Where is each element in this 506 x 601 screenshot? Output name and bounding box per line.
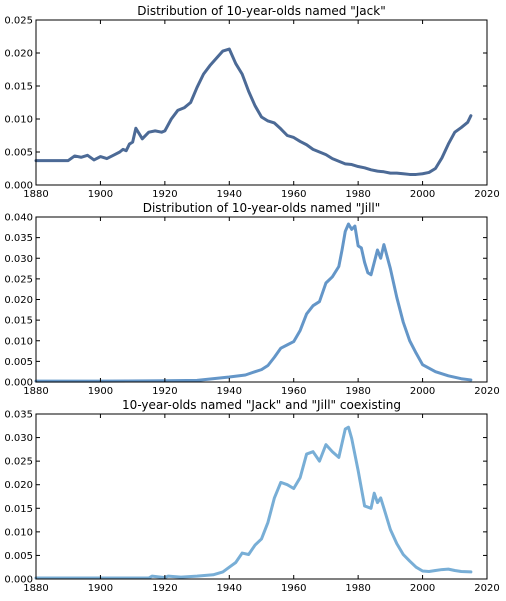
x-tick-label: 1900 — [88, 189, 113, 200]
x-tick-label: 1980 — [345, 386, 370, 397]
plot-frame — [35, 216, 488, 383]
x-tick-label: 2020 — [474, 189, 499, 200]
x-tick-label: 2000 — [410, 583, 435, 594]
series-line — [34, 47, 473, 176]
y-tick-label: 0.010 — [4, 115, 33, 126]
x-tick-label: 1880 — [23, 386, 48, 397]
chart-3: 10-year-olds named "Jack" and "Jill" coe… — [4, 398, 499, 594]
y-tick-label: 0.020 — [4, 49, 33, 60]
x-tick-label: 1880 — [23, 189, 48, 200]
x-tick-label: 1940 — [217, 189, 242, 200]
x-tick-label: 2020 — [474, 583, 499, 594]
x-tick-label: 1940 — [217, 386, 242, 397]
plot-frame — [35, 413, 488, 580]
x-tick-label: 1960 — [281, 386, 306, 397]
y-tick-label: 0.025 — [4, 457, 33, 468]
y-tick-label: 0.005 — [4, 357, 33, 368]
y-tick-label: 0.005 — [4, 148, 33, 159]
x-tick-label: 1920 — [152, 189, 177, 200]
y-tick-label: 0.015 — [4, 82, 33, 93]
y-tick-label: 0.010 — [4, 527, 33, 538]
y-tick-label: 0.015 — [4, 504, 33, 515]
chart-2: Distribution of 10-year-olds named "Jill… — [4, 201, 499, 397]
y-tick-label: 0.025 — [4, 16, 33, 27]
x-tick-label: 1920 — [152, 583, 177, 594]
y-tick-label: 0.025 — [4, 274, 33, 285]
x-tick-label: 2000 — [410, 189, 435, 200]
series-line — [34, 425, 473, 580]
y-tick-label: 0.030 — [4, 254, 33, 265]
series-line — [34, 222, 473, 383]
x-tick-label: 2000 — [410, 386, 435, 397]
x-tick-label: 1920 — [152, 386, 177, 397]
chart-1: Distribution of 10-year-olds named "Jack… — [4, 4, 499, 200]
x-tick-label: 2020 — [474, 386, 499, 397]
y-tick-label: 0.005 — [4, 551, 33, 562]
y-tick-label: 0.010 — [4, 336, 33, 347]
y-tick-label: 0.020 — [4, 295, 33, 306]
chart-title: Distribution of 10-year-olds named "Jill… — [143, 201, 381, 215]
y-tick-label: 0.035 — [4, 233, 33, 244]
y-tick-label: 0.020 — [4, 480, 33, 491]
x-tick-label: 1980 — [345, 583, 370, 594]
y-tick-label: 0.030 — [4, 433, 33, 444]
y-tick-label: 0.000 — [4, 181, 33, 192]
y-tick-label: 0.040 — [4, 213, 33, 224]
x-tick-label: 1960 — [281, 189, 306, 200]
chart-title: 10-year-olds named "Jack" and "Jill" coe… — [122, 398, 401, 412]
x-tick-label: 1960 — [281, 583, 306, 594]
x-tick-label: 1900 — [88, 583, 113, 594]
chart-title: Distribution of 10-year-olds named "Jack… — [137, 4, 385, 18]
x-tick-label: 1980 — [345, 189, 370, 200]
y-tick-label: 0.035 — [4, 410, 33, 421]
plot-frame — [35, 19, 488, 186]
x-tick-label: 1880 — [23, 583, 48, 594]
y-tick-label: 0.000 — [4, 575, 33, 586]
y-tick-label: 0.000 — [4, 378, 33, 389]
y-tick-label: 0.015 — [4, 316, 33, 327]
x-tick-label: 1900 — [88, 386, 113, 397]
x-tick-label: 1940 — [217, 583, 242, 594]
